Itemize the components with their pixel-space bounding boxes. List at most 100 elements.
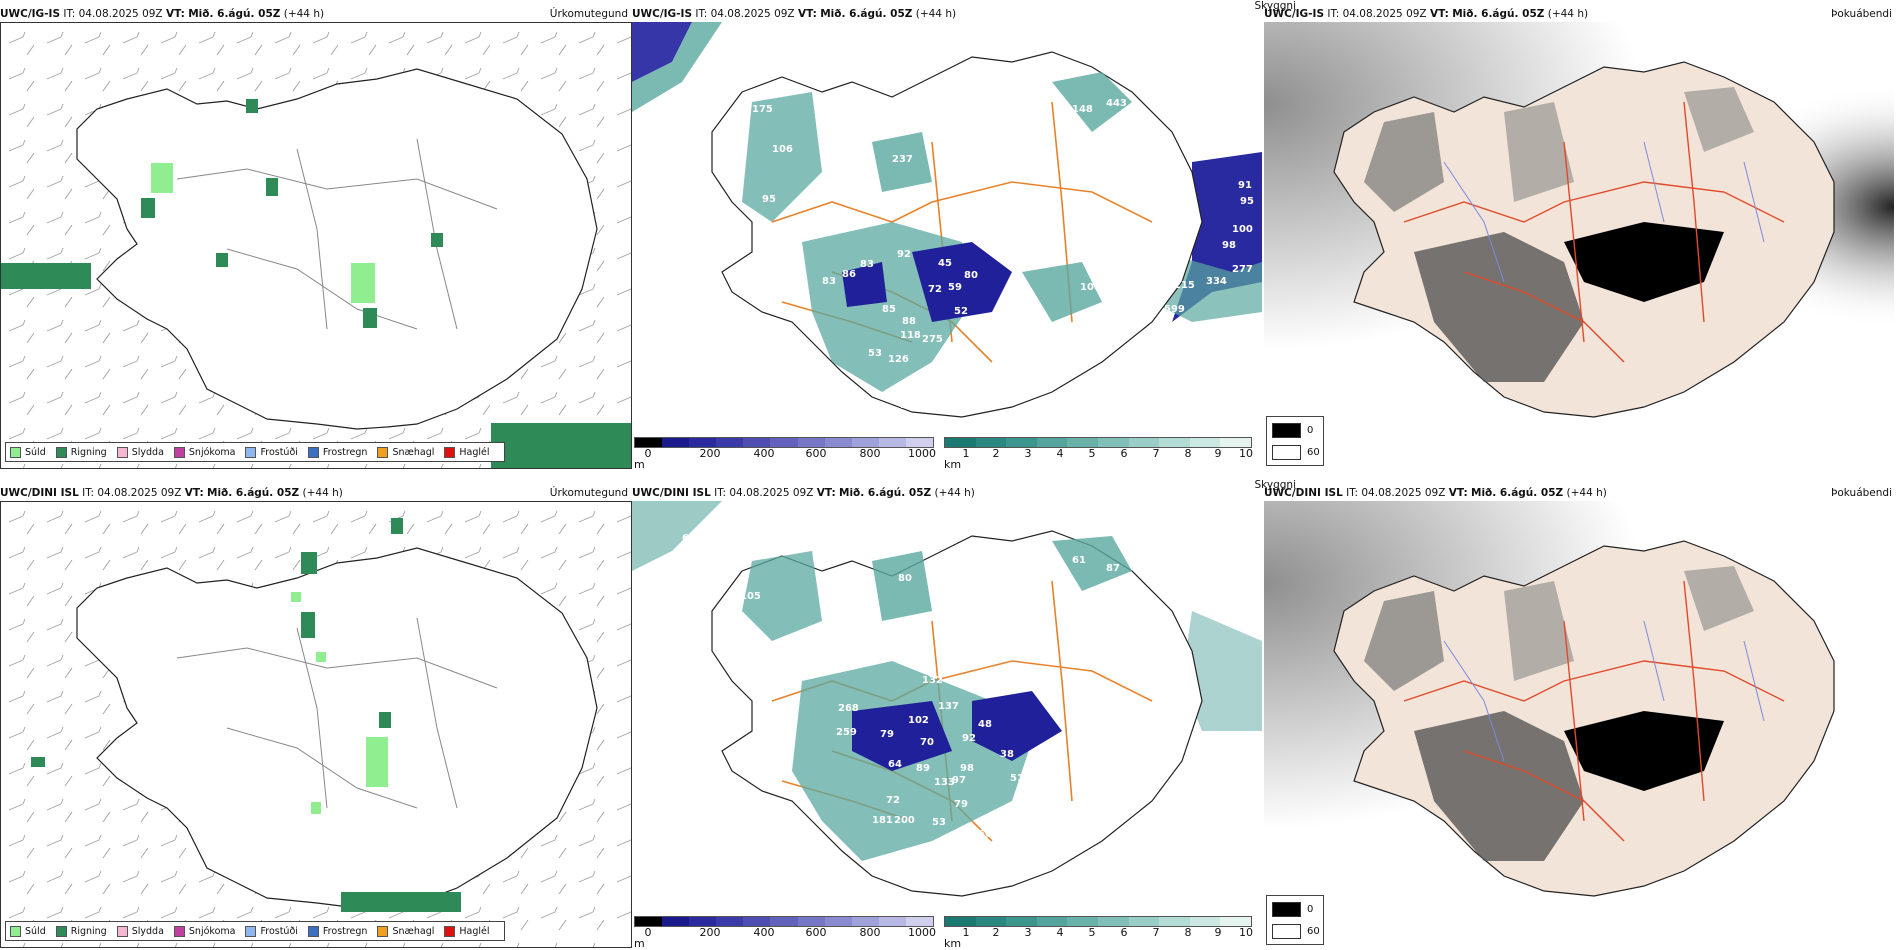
vis-label: 106 [772, 144, 793, 155]
vis-label: 87 [1106, 563, 1120, 574]
iceland-map-visibility: 64 105 177 268 259 80 102 79 70 64 89 48… [632, 501, 1262, 897]
vis-label: 70 [920, 737, 934, 748]
vis-label: 52 [954, 306, 968, 317]
vis-label: 84 [1032, 238, 1046, 249]
visibility-ticks: km 1 2 3 4 5 6 7 8 9 10 [944, 447, 1253, 471]
panel-title: Úrkomutegund [549, 487, 628, 499]
vis-label: 237 [892, 154, 913, 165]
vis-label: 277 [1232, 264, 1253, 275]
vis-label: 64 [888, 759, 902, 770]
vis-label: 100 [1080, 282, 1101, 293]
precip-type-legend: Súld Rigning Slydda Snjókoma Frostúði Fr… [5, 921, 505, 941]
vis-label: 38 [1000, 749, 1014, 760]
precip-type-map: Súld Rigning Slydda Snjókoma Frostúði Fr… [0, 501, 632, 948]
road-network [1403, 101, 1785, 363]
vis-label: 59 [948, 282, 962, 293]
vis-label: 215 [1174, 280, 1195, 291]
vis-label: 101 [1046, 767, 1067, 778]
vis-label: 98 [1222, 240, 1236, 251]
vis-label: 91 [1238, 180, 1252, 191]
vis-label: 287 [918, 388, 939, 399]
vis-label: 118 [900, 330, 921, 341]
lead-time: (+44 h) [302, 487, 343, 499]
fog-shading [1364, 566, 1754, 861]
vis-label: 181 [872, 815, 893, 826]
vis-label: 175 [752, 104, 773, 115]
rivers [1443, 141, 1765, 283]
vis-label: 83 [782, 234, 796, 245]
model-name: UWC/IG-IS [0, 8, 61, 20]
panel-title: Úrkomutegund [549, 8, 628, 20]
fog-index-map [1264, 501, 1894, 911]
vis-label: 66 [978, 829, 992, 840]
vis-label: 92 [962, 733, 976, 744]
vis-label: 95 [1240, 196, 1254, 207]
iceland-map-precip [1, 502, 631, 947]
vis-label: 53 [868, 348, 882, 359]
legend-item-rigning: Rigning [55, 446, 107, 458]
vis-label: 137 [938, 701, 959, 712]
vis-label: 200 [894, 815, 915, 826]
precip-type-map: Súld Rigning Slydda Snjókoma Frostúði Fr… [0, 22, 632, 469]
init-time: 04.08.2025 09Z [78, 8, 163, 20]
vis-label: 42 [922, 847, 936, 858]
vis-label: 268 [838, 703, 859, 714]
valid-time: Mið. 6.ágú. 05Z [188, 8, 281, 20]
legend-item-snaehagl: Snæhagl [377, 446, 434, 458]
visibility-colorbar-strip [944, 437, 1252, 448]
vis-label: 45 [938, 258, 952, 269]
visibility-colorbar: km 1 2 3 4 5 6 7 8 9 10 [944, 916, 1253, 950]
vis-label: 192 [1088, 715, 1109, 726]
legend-item-snjokoma: Snjókoma [173, 446, 235, 458]
row1-fog-index-panel: UWC/IG-IS IT: 04.08.2025 09Z VT: Mið. 6.… [1264, 6, 1894, 466]
row2-precip-type-panel: UWC/DINI ISL IT: 04.08.2025 09Z VT: Mið.… [0, 485, 632, 948]
vis-label: 599 [1164, 304, 1185, 315]
legend-item-sudl: Súld [10, 446, 46, 458]
init-time: 04.08.2025 09Z [97, 487, 182, 499]
panel-header: UWC/DINI ISL IT: 04.08.2025 09Z VT: Mið.… [0, 487, 628, 499]
legend-item-frostudi: Frostúði [245, 446, 298, 458]
visibility-map: 175 106 95 83 237 58 86 83 83 92 45 72 5… [632, 22, 1262, 426]
vis-label: 64 [682, 533, 696, 544]
vis-label: 95 [762, 194, 776, 205]
rain-areas [1, 99, 631, 468]
vis-label: 80 [964, 270, 978, 281]
fog-shading [1364, 87, 1754, 382]
vis-label: 86 [842, 269, 856, 280]
vis-label: 275 [922, 334, 943, 345]
fog-index-legend: 0 60 [1266, 416, 1324, 466]
vis-label: 72 [1162, 234, 1176, 245]
panel-title: Skyggni [1254, 0, 1297, 12]
vis-label: 79 [880, 729, 894, 740]
lead-time: (+44 h) [283, 8, 325, 20]
vis-label: 126 [888, 354, 909, 365]
low-visibility-areas [742, 72, 1132, 392]
road-network [1403, 580, 1785, 842]
vis-label: 259 [836, 727, 857, 738]
vis-label: 89 [916, 763, 930, 774]
vis-label: 83 [822, 276, 836, 287]
iceland-map-fog [1264, 22, 1894, 432]
vis-label: 193 [900, 400, 921, 411]
low-visibility-areas [742, 536, 1132, 861]
panel-title: Þokuábendi [1831, 8, 1892, 20]
vis-label: 132 [922, 675, 943, 686]
vis-label: 100 [1232, 224, 1253, 235]
iceland-map-fog [1264, 501, 1894, 911]
vis-label: 98 [960, 763, 974, 774]
vis-label: 102 [908, 715, 929, 726]
rivers [1443, 620, 1765, 762]
vis-label: 97 [952, 775, 966, 786]
vis-label: 72 [928, 284, 942, 295]
elevation-colorbar: m 0 200 400 600 800 1000 [634, 916, 936, 950]
iceland-map-visibility: 175 106 95 83 237 58 86 83 83 92 45 72 5… [632, 22, 1262, 418]
legend-item-frostregn: Frostregn [307, 446, 367, 458]
vis-label: 79 [954, 799, 968, 810]
iceland-map-precip [1, 23, 631, 468]
vis-label: 92 [897, 249, 911, 260]
valid-time: Mið. 6.ágú. 05Z [207, 487, 300, 499]
row2-fog-index-panel: UWC/DINI ISL IT: 04.08.2025 09Z VT: Mið.… [1264, 485, 1894, 945]
row1-precip-type-panel: UWC/IG-IS IT: 04.08.2025 09Z VT: Mið. 6.… [0, 6, 632, 469]
vis-label: 53 [932, 817, 946, 828]
panel-title: Skyggni [1254, 479, 1297, 491]
